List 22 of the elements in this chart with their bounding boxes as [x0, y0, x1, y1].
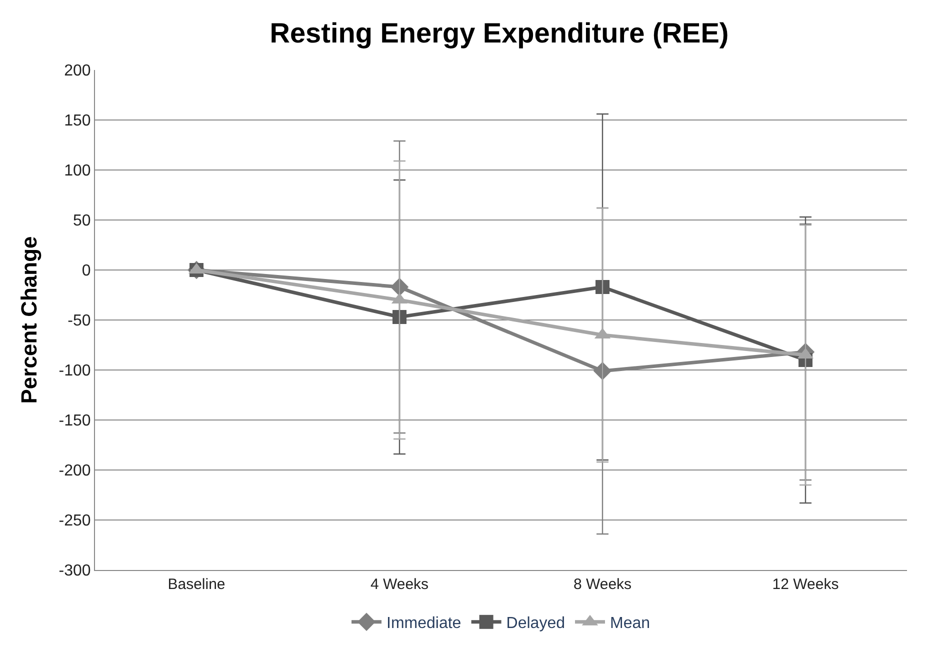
x-tick-label: 8 Weeks [573, 576, 632, 593]
legend-label: Immediate [386, 615, 462, 632]
y-tick-label: -100 [58, 362, 91, 380]
y-tick-label: 100 [64, 162, 91, 180]
y-tick-label: -50 [68, 312, 91, 330]
legend-label: Mean [610, 615, 650, 632]
y-axis-title: Percent Change [16, 236, 42, 404]
y-tick-label: -300 [58, 562, 91, 580]
x-tick-label: 12 Weeks [772, 576, 839, 593]
point [596, 280, 610, 294]
y-tick-label: -200 [58, 462, 91, 480]
legend-label: Delayed [506, 615, 565, 632]
y-tick-label: 150 [64, 112, 91, 130]
x-tick-label: Baseline [168, 576, 226, 593]
chart-title: Resting Energy Expenditure (REE) [270, 17, 729, 48]
y-tick-label: 50 [73, 212, 91, 230]
x-tick-label: 4 Weeks [370, 576, 429, 593]
y-tick-label: -150 [58, 412, 91, 430]
y-tick-label: -250 [58, 512, 91, 530]
point [392, 310, 406, 324]
y-tick-label: 0 [82, 262, 91, 280]
y-tick-label: 200 [64, 62, 91, 80]
